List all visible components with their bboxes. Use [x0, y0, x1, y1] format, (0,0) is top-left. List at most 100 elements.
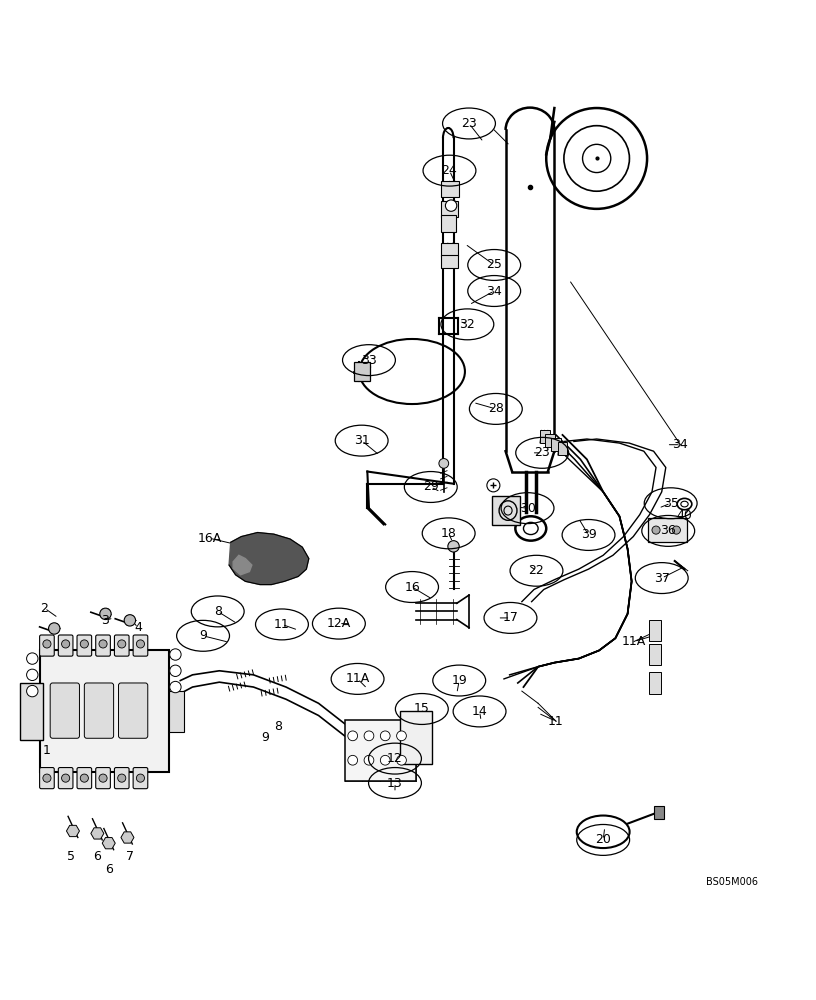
Text: 2: 2: [41, 602, 48, 615]
Polygon shape: [121, 832, 134, 843]
FancyBboxPatch shape: [77, 635, 91, 656]
Text: 36: 36: [660, 524, 676, 537]
FancyBboxPatch shape: [441, 255, 458, 268]
Circle shape: [80, 640, 88, 648]
Circle shape: [61, 640, 69, 648]
Text: 35: 35: [663, 497, 679, 510]
Text: 20: 20: [595, 833, 611, 846]
Circle shape: [380, 731, 390, 741]
Circle shape: [43, 640, 51, 648]
Text: 11A: 11A: [345, 672, 370, 685]
FancyBboxPatch shape: [40, 768, 54, 789]
FancyBboxPatch shape: [40, 635, 54, 656]
Text: 16A: 16A: [197, 532, 222, 545]
Text: 23: 23: [534, 446, 550, 459]
Text: 9: 9: [199, 629, 207, 642]
Circle shape: [672, 526, 681, 534]
Text: 30: 30: [520, 502, 535, 515]
Circle shape: [487, 479, 500, 492]
Text: 12: 12: [387, 752, 403, 765]
Circle shape: [27, 685, 38, 697]
FancyBboxPatch shape: [441, 215, 456, 232]
Circle shape: [439, 459, 449, 468]
Text: 18: 18: [441, 527, 457, 540]
Polygon shape: [102, 838, 115, 849]
FancyBboxPatch shape: [353, 362, 370, 381]
FancyBboxPatch shape: [20, 683, 43, 740]
Polygon shape: [233, 555, 252, 575]
FancyBboxPatch shape: [41, 650, 169, 772]
Text: 34: 34: [672, 438, 689, 451]
Circle shape: [170, 681, 181, 693]
Polygon shape: [229, 533, 308, 585]
FancyBboxPatch shape: [649, 620, 661, 641]
Text: 24: 24: [441, 164, 457, 177]
Text: 8: 8: [274, 720, 282, 733]
Text: 7: 7: [126, 850, 134, 863]
Text: 15: 15: [414, 702, 430, 715]
Polygon shape: [91, 828, 104, 839]
Circle shape: [364, 731, 374, 741]
Circle shape: [380, 755, 390, 765]
Circle shape: [652, 526, 660, 534]
Circle shape: [348, 755, 357, 765]
FancyBboxPatch shape: [649, 644, 661, 665]
Circle shape: [100, 608, 111, 620]
Circle shape: [397, 731, 406, 741]
FancyBboxPatch shape: [77, 768, 91, 789]
Text: 9: 9: [262, 731, 269, 744]
FancyBboxPatch shape: [58, 768, 73, 789]
FancyBboxPatch shape: [50, 683, 79, 738]
FancyBboxPatch shape: [648, 518, 687, 542]
FancyBboxPatch shape: [441, 243, 458, 256]
Text: 14: 14: [472, 705, 487, 718]
Text: 1: 1: [42, 744, 50, 757]
Text: 11A: 11A: [622, 635, 646, 648]
FancyBboxPatch shape: [649, 672, 661, 694]
Circle shape: [170, 649, 181, 660]
Text: 4: 4: [134, 621, 142, 634]
FancyBboxPatch shape: [539, 430, 549, 443]
Circle shape: [118, 774, 126, 782]
Text: 6: 6: [105, 863, 113, 876]
FancyBboxPatch shape: [84, 683, 113, 738]
Text: 11: 11: [274, 618, 290, 631]
Text: 19: 19: [451, 674, 467, 687]
Circle shape: [446, 200, 457, 211]
Text: 12A: 12A: [326, 617, 351, 630]
Circle shape: [136, 774, 144, 782]
FancyBboxPatch shape: [114, 768, 129, 789]
Text: 39: 39: [581, 528, 596, 541]
Text: 31: 31: [354, 434, 370, 447]
FancyBboxPatch shape: [441, 201, 458, 217]
Text: 5: 5: [67, 850, 74, 863]
Text: 32: 32: [459, 318, 475, 331]
Text: 11: 11: [548, 715, 564, 728]
Circle shape: [27, 669, 38, 681]
Text: BS05M006: BS05M006: [706, 877, 758, 887]
Circle shape: [80, 774, 88, 782]
FancyBboxPatch shape: [95, 635, 110, 656]
Text: 17: 17: [503, 611, 518, 624]
Text: 16: 16: [404, 581, 420, 594]
FancyBboxPatch shape: [133, 635, 148, 656]
Text: 6: 6: [93, 850, 101, 863]
Circle shape: [43, 774, 51, 782]
FancyBboxPatch shape: [400, 711, 432, 764]
Circle shape: [348, 731, 357, 741]
Text: 34: 34: [486, 285, 502, 298]
Text: 33: 33: [361, 354, 377, 367]
Text: 28: 28: [488, 402, 503, 415]
FancyBboxPatch shape: [58, 635, 73, 656]
Circle shape: [124, 615, 135, 626]
FancyBboxPatch shape: [492, 496, 521, 525]
FancyBboxPatch shape: [344, 720, 416, 781]
Circle shape: [170, 665, 181, 676]
Circle shape: [99, 774, 107, 782]
Circle shape: [49, 623, 60, 634]
Circle shape: [364, 755, 374, 765]
FancyBboxPatch shape: [551, 438, 561, 451]
Circle shape: [397, 755, 406, 765]
Text: 23: 23: [461, 117, 477, 130]
Circle shape: [99, 640, 107, 648]
